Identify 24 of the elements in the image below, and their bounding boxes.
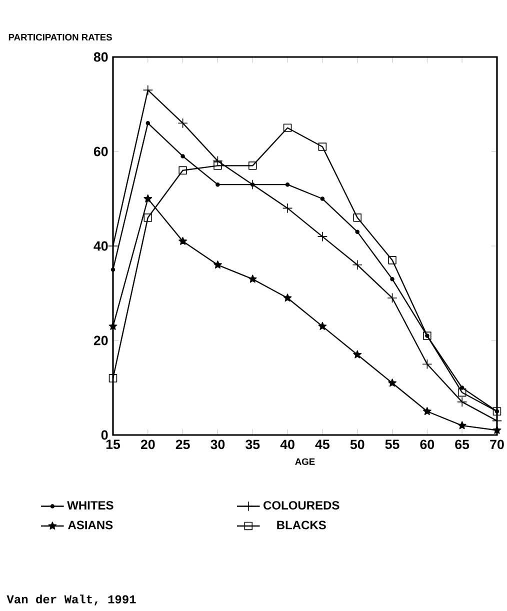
x-tick-label: 25 (176, 440, 190, 450)
legend-label: WHITES (67, 501, 114, 510)
x-axis-title: AGE (295, 458, 315, 465)
x-tick-label: 15 (106, 440, 120, 450)
x-tick-label: 55 (385, 440, 400, 450)
y-tick-label: 20 (94, 336, 108, 346)
x-tick-label: 20 (140, 440, 155, 450)
y-tick-label: 0 (101, 430, 108, 440)
x-tick-label: 45 (315, 440, 330, 450)
x-tick-label: 35 (246, 440, 260, 450)
y-tick-label: 40 (94, 241, 108, 251)
x-tick-label: 30 (210, 440, 225, 450)
x-tick-label: 40 (280, 440, 294, 450)
x-tick-label: 70 (490, 440, 504, 450)
x-tick-label: 50 (350, 440, 364, 450)
legend-label: ASIANS (68, 520, 113, 530)
y-tick-label: 80 (94, 52, 108, 62)
y-tick-label: 60 (94, 146, 108, 156)
chart-title: PARTICIPATION RATES (8, 34, 112, 41)
x-tick-label: 60 (420, 440, 434, 450)
text: Van der Walt, 1991 (6, 594, 136, 606)
legend-label: BLACKS (277, 520, 326, 530)
x-tick-label: 65 (455, 440, 470, 450)
legend-label: COLOUREDS (264, 501, 340, 510)
